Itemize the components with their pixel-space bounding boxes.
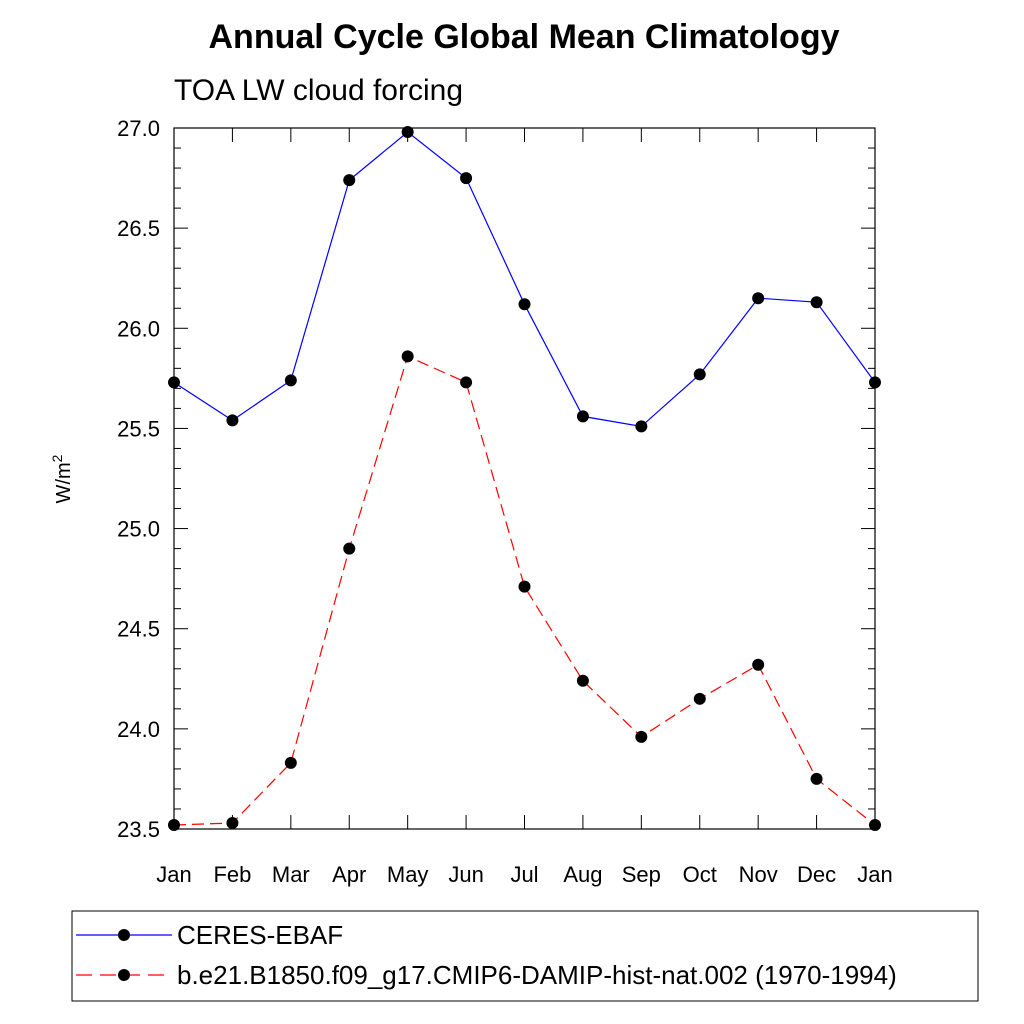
x-tick-label: Feb bbox=[213, 862, 251, 887]
plot-frame bbox=[173, 127, 876, 830]
y-tick-label: 26.0 bbox=[117, 316, 160, 341]
plot-area: 23.5 24.0 24.5 25.0 25.5 26.0 26.5 27.0 Jan Feb Ma… bbox=[117, 116, 893, 887]
x-tick-label: May bbox=[387, 862, 429, 887]
x-tick-label: Aug bbox=[563, 862, 602, 887]
series-1-point bbox=[518, 298, 531, 311]
x-tick-label: Oct bbox=[683, 862, 717, 887]
series-2-point bbox=[693, 692, 706, 705]
y-tick-label: 25.5 bbox=[117, 416, 160, 441]
series-2-point bbox=[226, 816, 239, 829]
x-tick-label: Sep bbox=[622, 862, 661, 887]
y-tick-label: 26.5 bbox=[117, 216, 160, 241]
series-1-point bbox=[284, 374, 297, 387]
chart-subtitle: TOA LW cloud forcing bbox=[174, 74, 463, 107]
chart-title: Annual Cycle Global Mean Climatology bbox=[209, 18, 840, 56]
x-tick-label: Jun bbox=[448, 862, 483, 887]
legend-label-1: CERES-EBAF bbox=[177, 920, 343, 950]
x-tick-label: Jul bbox=[510, 862, 538, 887]
series-1-point bbox=[343, 174, 356, 187]
series-line-1 bbox=[173, 131, 876, 428]
series-2-point bbox=[635, 730, 648, 743]
series-1-point bbox=[869, 376, 881, 389]
legend-label-2: b.e21.B1850.f09_g17.CMIP6-DAMIP-hist-nat… bbox=[177, 960, 897, 990]
x-tick-label: Jan bbox=[857, 862, 892, 887]
series-2-point bbox=[284, 756, 297, 769]
series-2-point bbox=[401, 350, 414, 363]
x-tick-label: Apr bbox=[332, 862, 366, 887]
series-2-point bbox=[810, 772, 823, 785]
y-tick-label: 27.0 bbox=[117, 116, 160, 141]
legend-marker-1 bbox=[118, 929, 130, 941]
y-tick-label: 24.5 bbox=[117, 617, 160, 642]
series-1-point bbox=[401, 126, 414, 139]
series-2-point bbox=[869, 818, 881, 831]
series-2-point bbox=[752, 658, 765, 671]
y-axis-label: W/m2 bbox=[49, 454, 75, 503]
y-axis-label-superscript: 2 bbox=[49, 454, 65, 462]
series-1-point bbox=[576, 410, 589, 423]
series-2-point bbox=[576, 674, 589, 687]
series-1-point bbox=[226, 414, 239, 427]
legend-box bbox=[71, 910, 979, 1002]
series-2-point bbox=[343, 542, 356, 555]
series-2-point bbox=[518, 580, 531, 593]
series-2-point bbox=[460, 376, 473, 389]
svg-text:W/m2: W/m2 bbox=[49, 454, 75, 503]
x-tick-label: Jan bbox=[156, 862, 191, 887]
y-tick-label: 24.0 bbox=[117, 717, 160, 742]
x-tick-label: Nov bbox=[739, 862, 778, 887]
y-tick-label: 25.0 bbox=[117, 517, 160, 542]
x-tick-label: Dec bbox=[797, 862, 836, 887]
series-2-point bbox=[168, 818, 180, 831]
series-1-point bbox=[460, 172, 473, 185]
series-1-point bbox=[168, 376, 180, 389]
series-1-point bbox=[810, 296, 823, 309]
legend-marker-2 bbox=[118, 969, 130, 981]
y-axis-label-base: W/m bbox=[53, 462, 75, 503]
series-1-point bbox=[635, 420, 648, 433]
legend: CERES-EBAF b.e21.B1850.f09_g17.CMIP6-DAMI… bbox=[71, 910, 979, 1002]
x-tick-label: Mar bbox=[272, 862, 310, 887]
y-tick-label: 23.5 bbox=[117, 817, 160, 842]
series-1-point bbox=[752, 292, 765, 305]
series-1-point bbox=[693, 368, 706, 381]
